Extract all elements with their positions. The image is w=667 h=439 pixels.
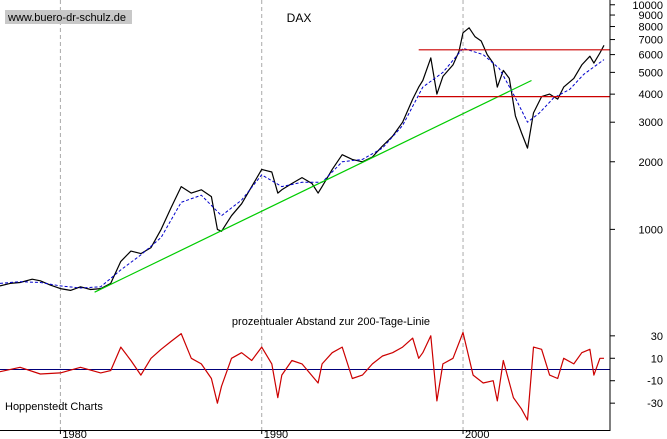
- trend-line-green: [94, 79, 532, 293]
- lower-panel-title: prozentualer Abstand zur 200-Tage-Linie: [232, 316, 430, 328]
- watermark-text: www.buero-dr-schulz.de: [7, 12, 126, 24]
- y-tick-label-6000: 6000: [639, 50, 663, 62]
- y-tick-label-3000: 3000: [639, 117, 663, 129]
- x-tick-label-1990: 1990: [264, 429, 288, 439]
- y-tick-label-4000: 4000: [639, 89, 663, 101]
- osc-tick-label-30: 30: [651, 331, 663, 343]
- osc-tick-label--10: -10: [647, 376, 663, 388]
- y-tick-label-9000: 9000: [639, 10, 663, 22]
- oscillator-line-0: [0, 331, 604, 421]
- x-tick-label-1980: 1980: [62, 429, 86, 439]
- dax-index-line: [0, 27, 605, 291]
- y-tick-label-10000: 10000: [632, 0, 663, 12]
- gridlines: [59, 0, 464, 430]
- series-layer: [0, 27, 610, 421]
- main-chart-title: DAX: [287, 11, 312, 25]
- y-tick-label-8000: 8000: [639, 22, 663, 34]
- watermark: www.buero-dr-schulz.de: [5, 10, 132, 24]
- source-label: Hoppenstedt Charts: [5, 401, 103, 413]
- osc-tick-label-10: 10: [651, 353, 663, 365]
- osc-tick-label--30: -30: [647, 398, 663, 410]
- y-tick-label-5000: 5000: [639, 67, 663, 79]
- y-tick-label-7000: 7000: [639, 35, 663, 47]
- y-tick-label-1000: 1000: [639, 224, 663, 236]
- y-tick-label-2000: 2000: [639, 157, 663, 169]
- x-tick-label-2000: 2000: [465, 429, 489, 439]
